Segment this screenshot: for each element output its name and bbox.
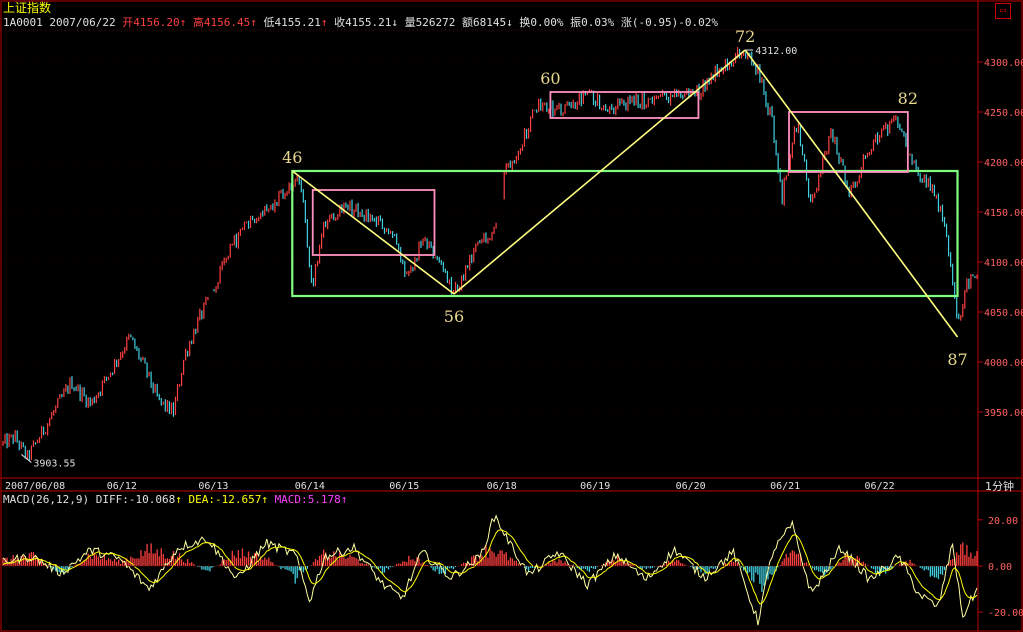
up-arrow-icon: ↑ xyxy=(340,493,348,506)
dea-label: DEA: xyxy=(188,493,215,506)
x-tick-label: 06/15 xyxy=(389,481,419,492)
quote-info-line: 1A0001 2007/06/22 开4156.20↑ 高4156.45↑ 低4… xyxy=(3,16,718,29)
consolidation-box xyxy=(291,169,959,298)
x-tick-label: 06/22 xyxy=(865,481,895,492)
trend-line xyxy=(291,170,455,295)
down-arrow-icon: ↓ xyxy=(506,16,513,29)
macd-y-tick-label: -20.00 xyxy=(988,608,1023,619)
x-tick-label: 06/13 xyxy=(198,481,228,492)
range-box xyxy=(549,91,700,119)
volume-value: 526272 xyxy=(415,16,456,29)
wave-label: 87 xyxy=(947,350,967,369)
amplitude-label: 振 xyxy=(570,16,582,29)
low-label: 低 xyxy=(263,16,275,29)
pattern-overlays xyxy=(291,49,959,338)
open-label: 开 xyxy=(122,16,134,29)
wave-label: 46 xyxy=(282,148,302,167)
high-label: 高 xyxy=(192,16,204,29)
wave-label: 56 xyxy=(444,307,464,326)
y-tick-label: 4150.00 xyxy=(984,208,1023,219)
up-arrow-icon: ↑ xyxy=(175,493,182,506)
wave-label: 60 xyxy=(540,69,560,88)
macd-label: MACD: xyxy=(274,493,308,506)
x-tick-label: 06/12 xyxy=(107,481,137,492)
macd-y-tick-label: 0.00 xyxy=(988,562,1012,573)
x-tick-label: 06/18 xyxy=(487,481,517,492)
y-tick-label: 4000.00 xyxy=(984,358,1023,369)
amplitude-value: 0.03% xyxy=(581,16,615,29)
trend-line xyxy=(744,49,959,338)
low-marker-label: 3903.55 xyxy=(33,458,75,469)
y-tick-label: 4200.00 xyxy=(984,158,1023,169)
amount-value: 68145 xyxy=(473,16,507,29)
close-label: 收 xyxy=(334,16,346,29)
dea-line xyxy=(2,529,978,605)
high-value: 4156.45 xyxy=(203,16,251,29)
x-tick-label: 06/19 xyxy=(580,481,610,492)
y-tick-label: 3950.00 xyxy=(984,408,1023,419)
up-arrow-icon: ↑ xyxy=(320,16,328,29)
x-tick-label: 06/14 xyxy=(295,481,325,492)
x-tick-label: 06/20 xyxy=(676,481,706,492)
date-value: 2007/06/22 xyxy=(49,16,116,29)
wave-label: 82 xyxy=(898,89,918,108)
period-label[interactable]: 1分钟 xyxy=(985,479,1014,493)
x-tick-label: 06/21 xyxy=(770,481,800,492)
macd-name: MACD(26,12,9) xyxy=(3,493,90,506)
index-title: 上证指数 xyxy=(3,1,52,15)
volume-label: 量 xyxy=(404,16,416,29)
up-arrow-icon: ↑ xyxy=(261,493,268,506)
y-tick-label: 4100.00 xyxy=(984,258,1023,269)
macd-header: MACD(26,12,9) DIFF:-10.068↑ DEA:-12.657↑… xyxy=(3,493,347,506)
macd-lines xyxy=(2,514,978,626)
change-label: 涨 xyxy=(620,16,632,29)
diff-line xyxy=(2,514,978,626)
dea-value: -12.657 xyxy=(214,493,262,506)
low-pointer xyxy=(21,454,32,463)
y-tick-label: 4300.00 xyxy=(984,58,1023,69)
down-arrow-icon: ↓ xyxy=(391,16,399,29)
macd-value: 5.178 xyxy=(307,493,341,506)
price-annotations: 3903.55 4312.00 46 56 60 72 82 87 xyxy=(21,27,968,469)
macd-axis: 20.00 0.00 -20.00 xyxy=(3,516,1023,619)
diff-label: DIFF: xyxy=(95,493,129,506)
close-value: 4155.21 xyxy=(345,16,392,29)
code-value: 1A0001 xyxy=(3,16,43,29)
open-value: 4156.20 xyxy=(133,16,180,29)
range-box xyxy=(311,189,436,256)
turnover-label: 换 xyxy=(519,16,531,29)
y-tick-label: 4250.00 xyxy=(984,108,1023,119)
price-series xyxy=(2,46,978,461)
wave-label: 72 xyxy=(735,27,755,46)
diff-value: -10.068 xyxy=(128,493,176,506)
turnover-value: 0.00% xyxy=(530,16,564,29)
high-marker-label: 4312.00 xyxy=(755,46,797,57)
x-tick-label: 2007/06/08 xyxy=(5,481,65,492)
up-arrow-icon: ↑ xyxy=(179,16,187,29)
macd-y-tick-label: 20.00 xyxy=(988,516,1018,527)
window-restore-icon[interactable]: ▭ xyxy=(995,3,1011,19)
date-axis: 2007/06/08 06/12 06/13 06/14 06/15 06/18 06/19… xyxy=(5,481,895,492)
low-value: 4155.21 xyxy=(274,16,321,29)
range-box xyxy=(788,111,909,173)
y-tick-label: 4050.00 xyxy=(984,308,1023,319)
change-value: (-0.95)-0.02% xyxy=(631,16,719,29)
price-axis: 3950.00 4000.00 4050.00 4100.00 4150.00 4200.… xyxy=(978,58,1023,419)
trend-line xyxy=(453,49,746,295)
up-arrow-icon: ↑ xyxy=(250,16,257,29)
amount-label: 额 xyxy=(462,16,474,29)
